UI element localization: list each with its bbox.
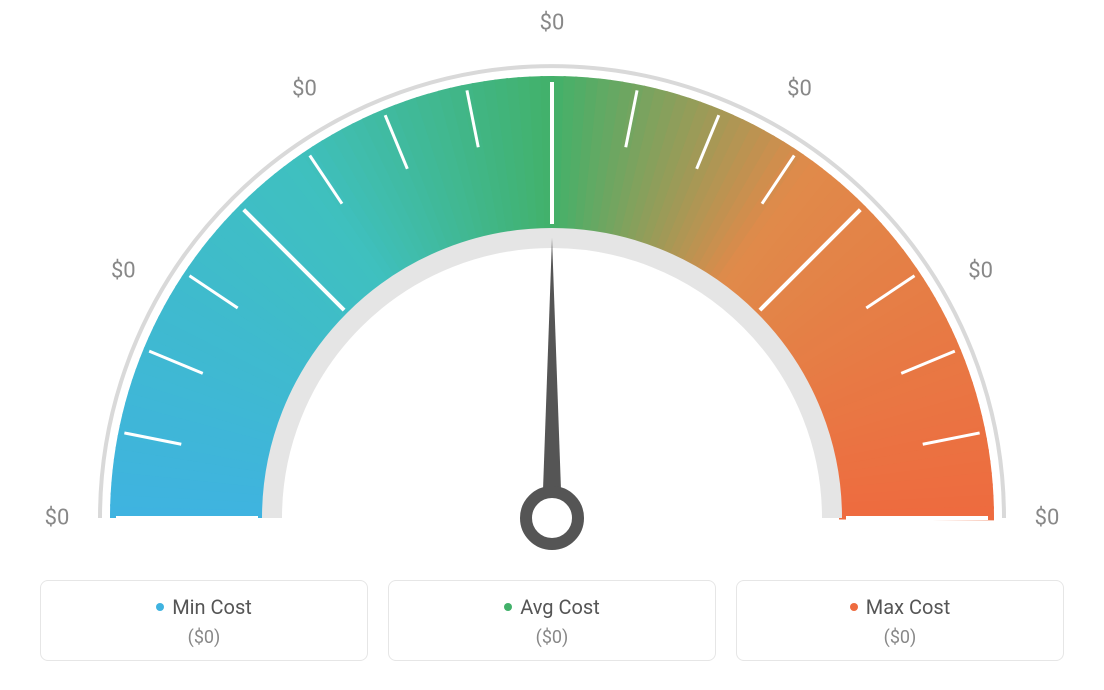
legend-dot-icon — [850, 603, 858, 611]
legend-value: ($0) — [51, 627, 357, 648]
legend-value: ($0) — [747, 627, 1053, 648]
legend-card-max: Max Cost ($0) — [736, 580, 1064, 661]
gauge-scale-label: $0 — [111, 258, 136, 283]
legend-title-min: Min Cost — [156, 595, 252, 619]
legend-title-max: Max Cost — [850, 595, 951, 619]
legend-dot-icon — [156, 603, 164, 611]
gauge-scale-label: $0 — [968, 258, 993, 283]
gauge-scale-label: $0 — [1035, 506, 1060, 531]
legend-card-avg: Avg Cost ($0) — [388, 580, 716, 661]
legend-dot-icon — [504, 603, 512, 611]
gauge-svg — [0, 0, 1104, 570]
legend-title-avg: Avg Cost — [504, 595, 600, 619]
legend-card-min: Min Cost ($0) — [40, 580, 368, 661]
legend-label: Min Cost — [172, 595, 252, 619]
gauge-scale-label: $0 — [292, 77, 317, 102]
gauge-scale-label: $0 — [540, 11, 565, 36]
legend-row: Min Cost ($0) Avg Cost ($0) Max Cost ($0… — [0, 580, 1104, 661]
legend-label: Avg Cost — [520, 595, 600, 619]
legend-value: ($0) — [399, 627, 705, 648]
gauge-scale-label: $0 — [45, 506, 70, 531]
legend-label: Max Cost — [866, 595, 951, 619]
gauge-scale-label: $0 — [787, 77, 812, 102]
cost-gauge: $0 $0 $0 $0 $0 $0 $0 — [0, 0, 1104, 570]
